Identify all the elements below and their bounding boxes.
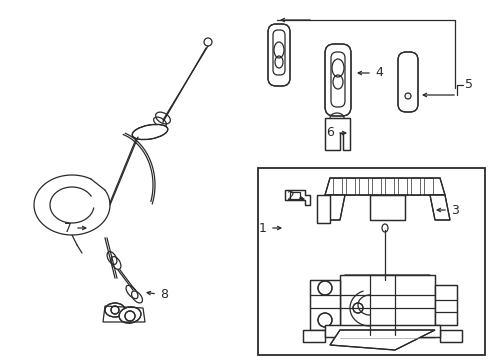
Circle shape: [125, 311, 135, 321]
FancyBboxPatch shape: [397, 52, 417, 112]
Bar: [434, 285, 456, 325]
Text: 7: 7: [64, 221, 72, 234]
FancyBboxPatch shape: [267, 24, 289, 86]
Polygon shape: [325, 118, 349, 150]
Bar: [439, 330, 461, 342]
Ellipse shape: [119, 307, 141, 323]
Text: 8: 8: [160, 288, 168, 302]
Text: 4: 4: [374, 67, 382, 80]
Polygon shape: [325, 178, 444, 195]
Bar: [325, 325, 439, 337]
Text: 2: 2: [285, 189, 293, 202]
FancyBboxPatch shape: [325, 44, 350, 116]
Bar: [303, 330, 325, 342]
Text: 6: 6: [325, 126, 333, 139]
Bar: [316, 195, 329, 223]
Text: 5: 5: [464, 78, 472, 91]
Circle shape: [352, 303, 362, 313]
Bar: [316, 195, 329, 223]
Bar: [289, 192, 299, 199]
Text: 1: 1: [259, 221, 266, 234]
Polygon shape: [339, 275, 434, 330]
Bar: [339, 275, 434, 335]
Circle shape: [317, 281, 331, 295]
Bar: [339, 275, 434, 335]
Bar: [258, 168, 484, 355]
Bar: [325, 325, 439, 337]
Ellipse shape: [105, 303, 125, 317]
Polygon shape: [325, 195, 345, 220]
Bar: [303, 330, 325, 342]
Circle shape: [111, 306, 119, 314]
Polygon shape: [369, 195, 404, 220]
Text: 3: 3: [450, 203, 458, 216]
Bar: [309, 280, 339, 330]
Bar: [434, 285, 456, 325]
Polygon shape: [329, 330, 434, 350]
Circle shape: [317, 313, 331, 327]
Bar: [439, 330, 461, 342]
Ellipse shape: [132, 125, 167, 140]
Polygon shape: [285, 190, 309, 205]
Bar: [309, 280, 339, 330]
Polygon shape: [429, 195, 449, 220]
